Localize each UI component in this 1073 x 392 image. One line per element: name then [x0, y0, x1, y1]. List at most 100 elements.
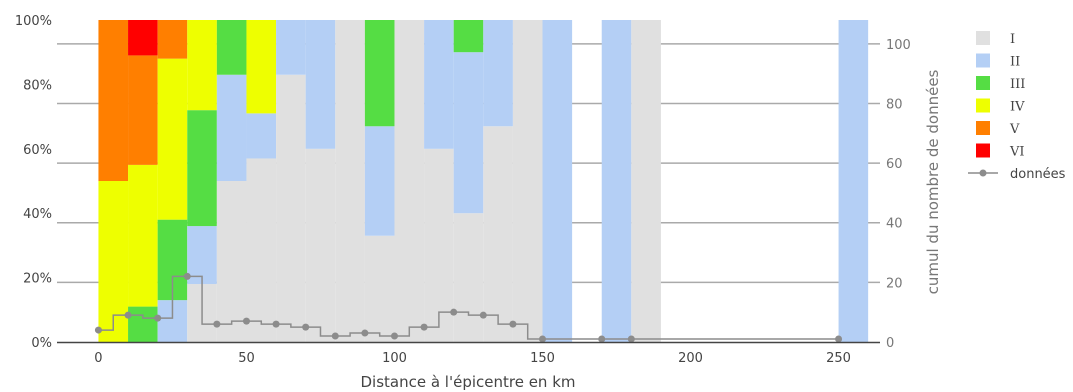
x-axis-title: Distance à l'épicentre en km: [360, 373, 575, 391]
x-tick-label: 0: [94, 351, 102, 366]
donnees-point: [124, 311, 132, 319]
donnees-point: [94, 326, 102, 334]
bar-segment-V: [128, 55, 158, 165]
bar-segment-I: [246, 158, 277, 342]
y-left-tick-label: 0%: [31, 336, 52, 351]
bar-segment-II: [216, 74, 247, 181]
y-axis-right-ticks: 0 20 40 60 80 100: [886, 38, 911, 351]
bar-segment-I: [483, 126, 513, 342]
bar-segment-I: [512, 20, 543, 342]
bar-segment-II: [187, 226, 217, 285]
bar-segment-I: [305, 148, 336, 342]
bar-segment-III: [216, 20, 247, 75]
bar-segment-III: [453, 20, 484, 53]
legend-item-IV[interactable]: IV: [976, 98, 1025, 115]
bar-segment-II: [364, 126, 395, 236]
x-tick-label: 200: [678, 351, 703, 366]
donnees-point: [331, 332, 339, 340]
bar-segment-I: [364, 235, 395, 342]
x-tick-label: 100: [382, 351, 407, 366]
y-axis-right-title: cumul du nombre de données: [924, 69, 942, 294]
legend-item-donnees[interactable]: données: [968, 167, 1066, 182]
legend-point-marker: [979, 169, 987, 177]
bar-stacks: [98, 20, 869, 343]
donnees-point: [420, 323, 428, 331]
legend-swatch: [976, 31, 990, 45]
donnees-point: [390, 332, 398, 340]
bar-segment-IV: [187, 20, 217, 111]
bar-segment-II: [246, 113, 277, 159]
donnees-point: [213, 320, 221, 328]
y-right-tick-label: 60: [886, 157, 903, 172]
y-left-tick-label: 100%: [15, 14, 52, 29]
legend-item-VI[interactable]: VI: [976, 143, 1025, 160]
bar-segment-I: [394, 20, 425, 342]
y-right-tick-label: 80: [886, 97, 903, 112]
bar-segment-II: [838, 20, 869, 342]
donnees-line-series: [94, 272, 843, 343]
legend-item-II[interactable]: II: [976, 53, 1020, 70]
legend-swatch: [976, 76, 990, 90]
bar-segment-I: [424, 148, 454, 342]
legend-swatch: [976, 53, 990, 68]
bar-segment-IV: [128, 164, 158, 307]
y-right-tick-label: 40: [886, 217, 903, 232]
legend-label: V: [1009, 122, 1020, 137]
legend-label: données: [1010, 167, 1066, 182]
bar-segment-V: [98, 20, 129, 181]
bar-segment-II: [305, 20, 336, 149]
donnees-point: [242, 317, 250, 325]
donnees-point: [183, 272, 191, 280]
bar-segment-III: [187, 110, 217, 227]
y-left-tick-label: 60%: [23, 143, 52, 158]
legend-item-III[interactable]: III: [976, 76, 1025, 92]
legend-label: VI: [1009, 145, 1025, 160]
donnees-point: [835, 335, 843, 343]
bar-segment-II: [483, 20, 513, 127]
donnees-point: [361, 329, 369, 337]
y-right-tick-label: 100: [886, 38, 911, 53]
legend-item-I[interactable]: I: [976, 31, 1015, 47]
legend-label: III: [1010, 77, 1025, 92]
legend-swatch: [976, 143, 990, 158]
y-left-tick-label: 80%: [23, 78, 52, 93]
bar-segment-V: [157, 20, 188, 59]
legend-label: IV: [1010, 100, 1025, 115]
y-left-tick-label: 20%: [23, 272, 52, 287]
legend-label: I: [1010, 32, 1015, 47]
donnees-point: [272, 320, 280, 328]
donnees-point: [539, 335, 547, 343]
bar-segment-II: [542, 20, 573, 342]
donnees-point: [479, 311, 487, 319]
y-left-tick-label: 40%: [23, 207, 52, 222]
donnees-point: [627, 335, 635, 343]
bar-segment-I: [453, 213, 484, 342]
legend-item-V[interactable]: V: [976, 121, 1020, 137]
bar-segment-II: [276, 20, 306, 75]
donnees-line: [98, 275, 839, 340]
x-tick-label: 250: [826, 351, 851, 366]
bar-segment-II: [601, 20, 632, 342]
bar-segment-II: [453, 52, 484, 214]
bar-segment-I: [276, 74, 306, 343]
y-right-tick-label: 20: [886, 276, 903, 291]
bar-segment-III: [364, 20, 395, 127]
bar-segment-IV: [157, 58, 188, 220]
x-tick-label: 50: [238, 351, 255, 366]
y-axis-left-ticks: 0% 20% 40% 60% 80% 100%: [15, 14, 52, 351]
legend-swatch: [976, 98, 990, 113]
bar-segment-II: [424, 20, 454, 149]
bar-segment-I: [335, 20, 365, 342]
legend-swatch: [976, 121, 990, 135]
bar-segment-I: [216, 181, 247, 342]
x-axis-ticks: 0 50 100 150 200 250: [94, 351, 851, 366]
donnees-point: [154, 314, 162, 322]
bar-segment-VI: [128, 20, 158, 56]
y-right-tick-label: 0: [886, 336, 894, 351]
donnees-point: [509, 320, 517, 328]
donnees-point: [598, 335, 606, 343]
legend-label: II: [1010, 55, 1020, 70]
x-tick-label: 150: [530, 351, 555, 366]
